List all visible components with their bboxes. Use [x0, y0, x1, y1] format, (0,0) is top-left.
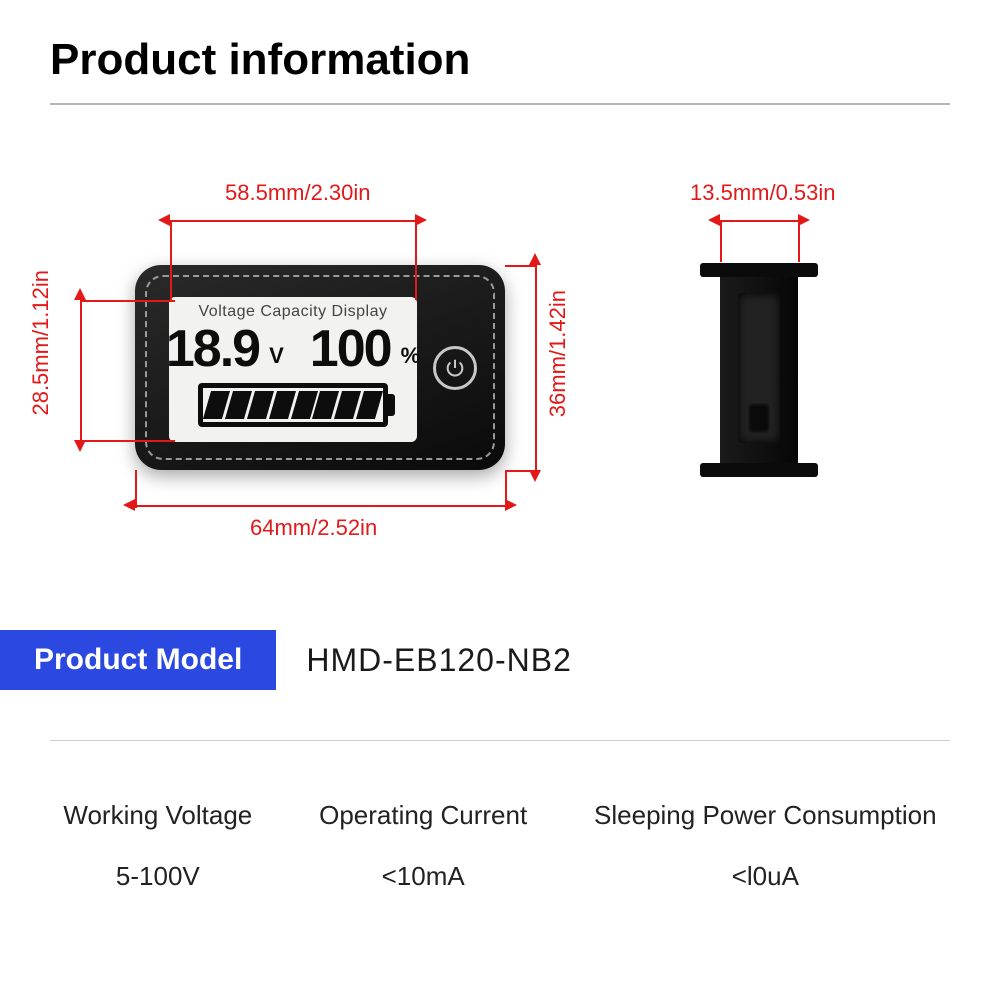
device-front-view: Voltage Capacity Display 18.9 V 100 % [135, 265, 505, 470]
dim-screen-width-label: 58.5mm/2.30in [225, 180, 371, 206]
percent-unit: % [401, 343, 421, 369]
spec-label: Operating Current [319, 800, 527, 831]
dim-body-height-label: 36mm/1.42in [545, 290, 571, 417]
title-divider [50, 103, 950, 105]
spec-value: <10mA [319, 861, 527, 892]
lcd-screen: Voltage Capacity Display 18.9 V 100 % [169, 297, 417, 442]
spec-label: Sleeping Power Consumption [594, 800, 937, 831]
dim-body-width-line [135, 505, 505, 507]
lcd-header: Voltage Capacity Display [199, 303, 388, 321]
lcd-readout: 18.9 V 100 % [166, 323, 420, 375]
voltage-unit: V [269, 343, 284, 369]
power-button-icon [433, 346, 477, 390]
dim-depth-line [720, 220, 798, 222]
spec-item: Sleeping Power Consumption <l0uA [594, 800, 937, 892]
dimension-diagram: Voltage Capacity Display 18.9 V 100 % 58… [0, 170, 1000, 590]
model-label: Product Model [0, 630, 276, 690]
specs-row: Working Voltage 5-100V Operating Current… [0, 800, 1000, 892]
voltage-value: 18.9 [166, 323, 259, 375]
battery-icon [198, 383, 388, 427]
spec-item: Operating Current <10mA [319, 800, 527, 892]
model-bar: Product Model HMD-EB120-NB2 [0, 630, 572, 690]
model-divider [50, 740, 950, 741]
device-side-view [720, 265, 798, 475]
spec-value: 5-100V [63, 861, 252, 892]
spec-value: <l0uA [594, 861, 937, 892]
spec-item: Working Voltage 5-100V [63, 800, 252, 892]
percent-value: 100 [310, 323, 391, 375]
page-title: Product information [50, 35, 950, 85]
dim-screen-height-label: 28.5mm/1.12in [28, 270, 54, 416]
title-section: Product information [50, 35, 950, 105]
dim-body-width-label: 64mm/2.52in [250, 515, 377, 541]
spec-label: Working Voltage [63, 800, 252, 831]
dim-screen-height-line [80, 300, 82, 440]
model-value: HMD-EB120-NB2 [306, 642, 572, 679]
dim-depth-label: 13.5mm/0.53in [690, 180, 836, 206]
dim-screen-width-line [170, 220, 415, 222]
dim-body-height-line [535, 265, 537, 470]
